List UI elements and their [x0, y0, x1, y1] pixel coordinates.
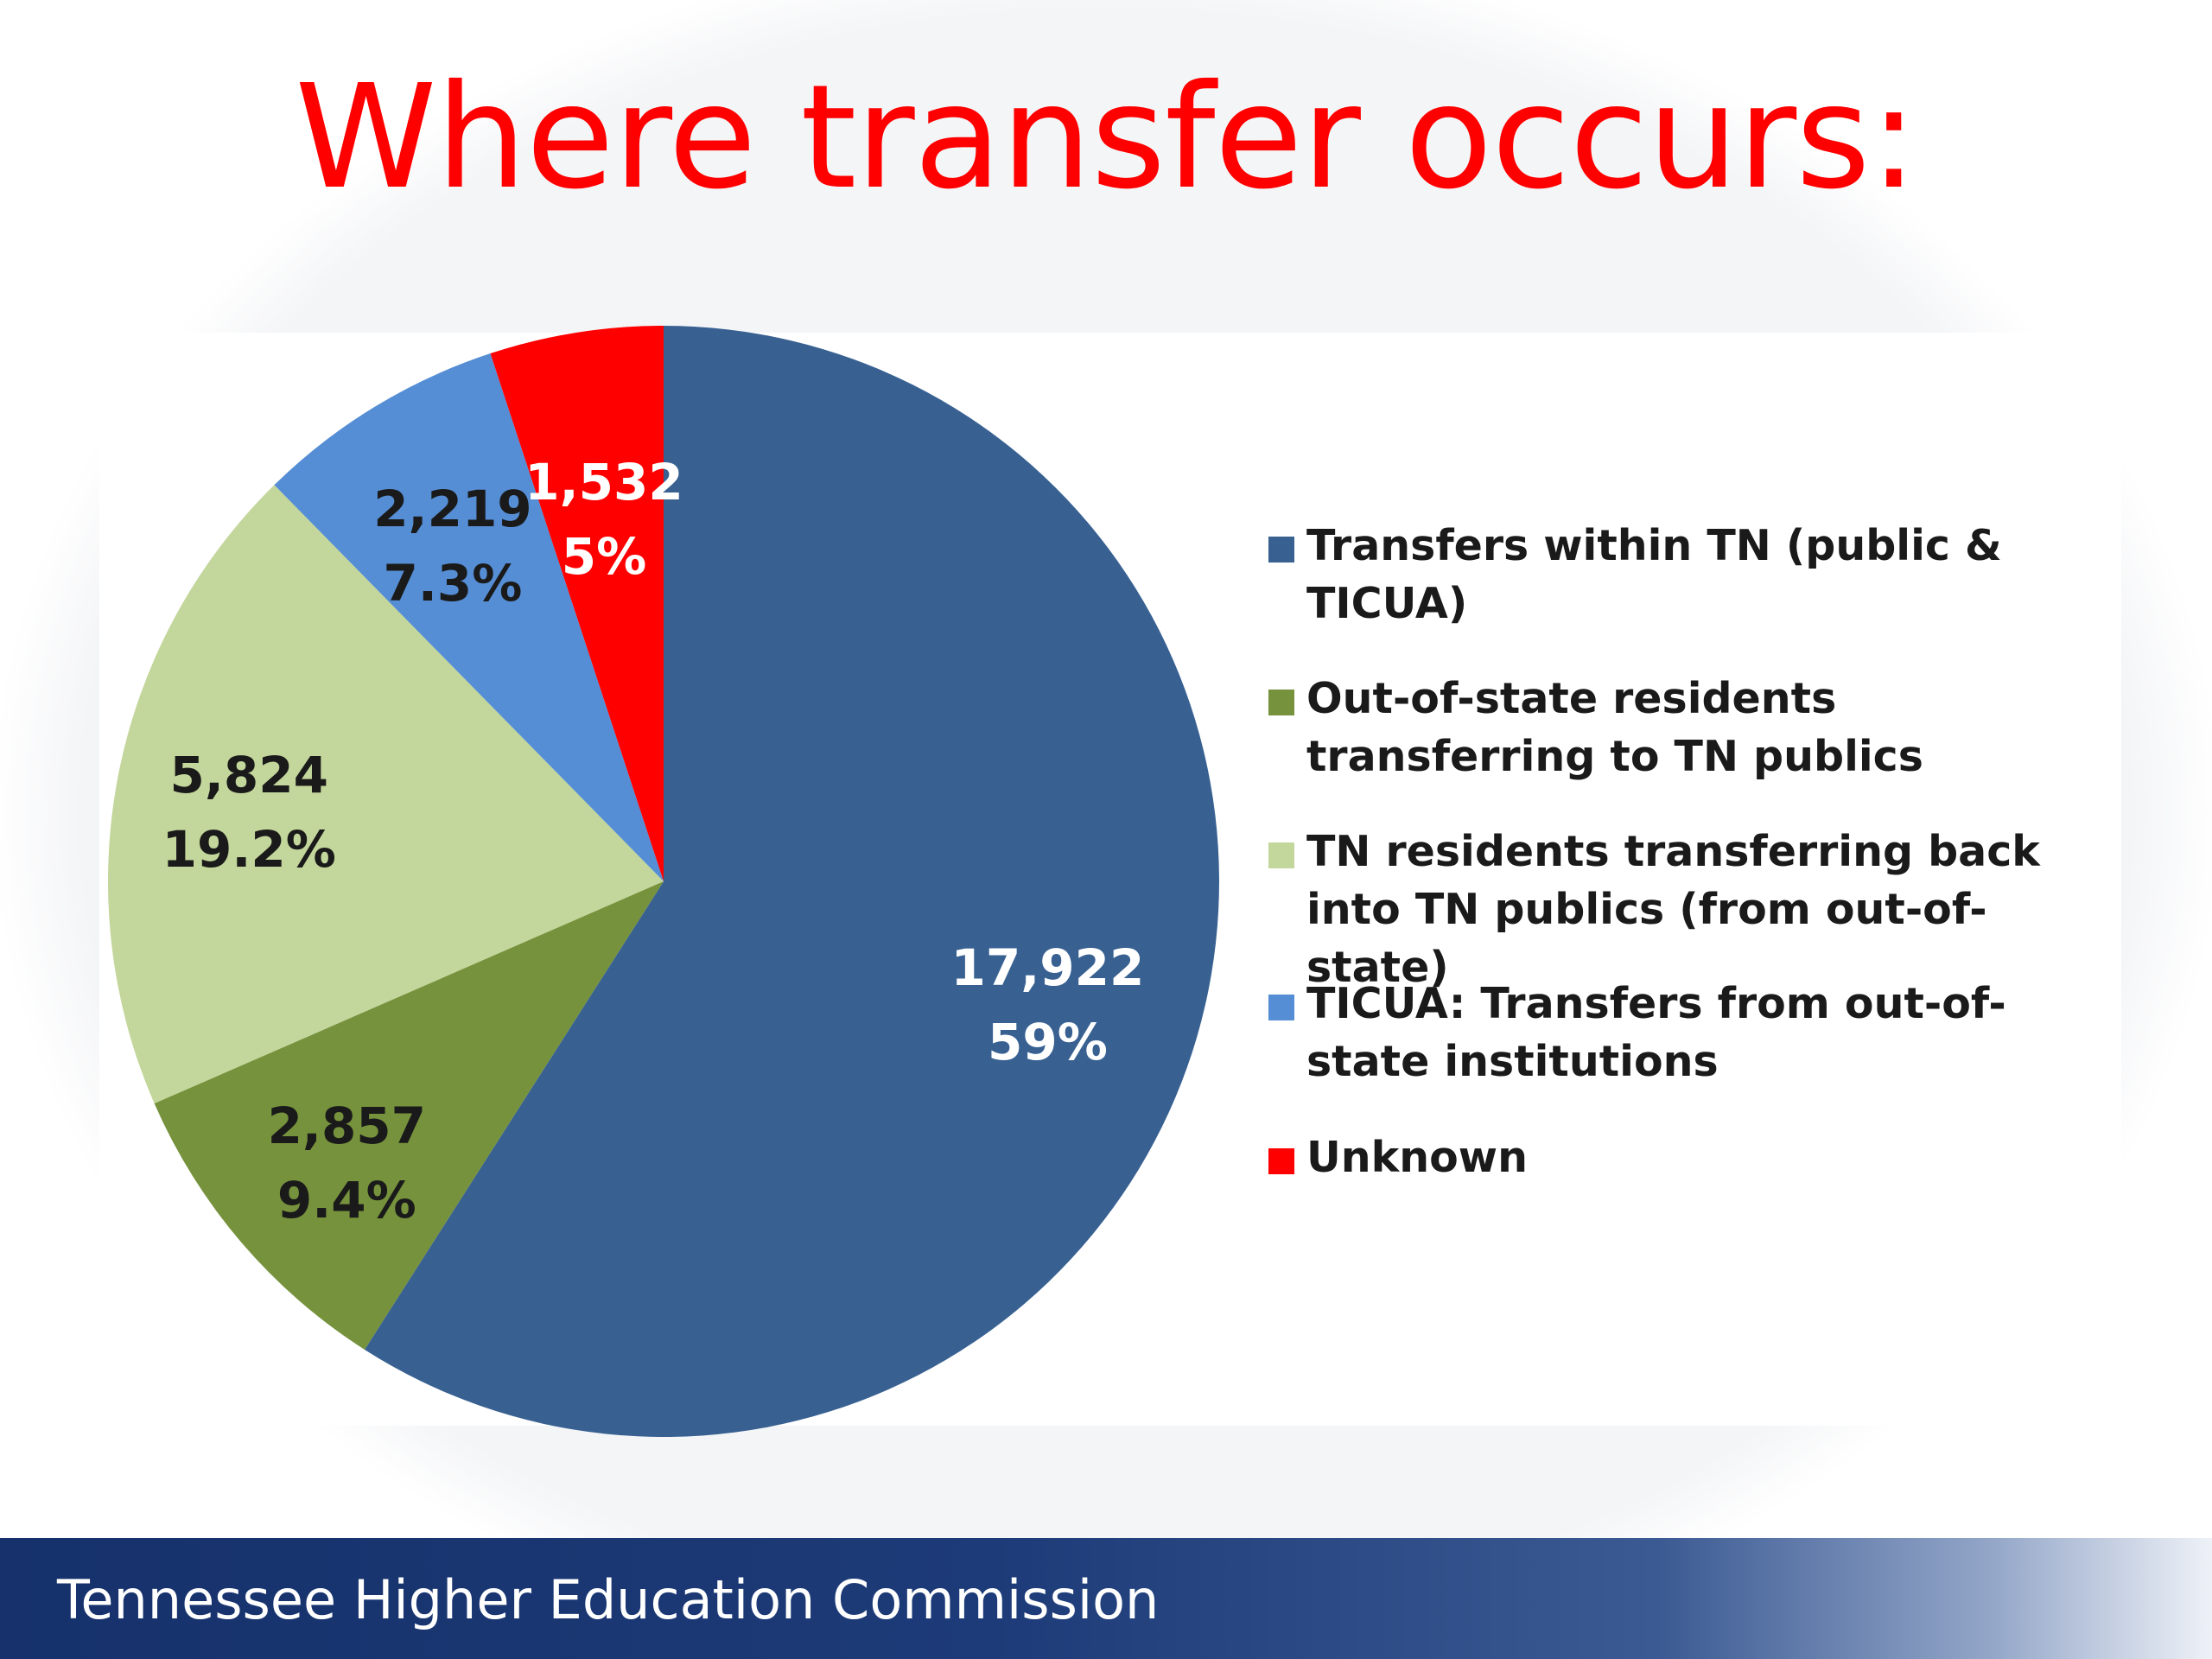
legend-label: Out-of-state residents transferring to T… — [1306, 674, 1923, 781]
legend-swatch — [1268, 537, 1294, 563]
pie-slice-transfers-within-tn — [364, 326, 1219, 1437]
data-label-percent-ticua-out-of-state: 7.3% — [384, 554, 523, 613]
pie-slice-tn-residents-back — [107, 485, 664, 1104]
legend-item-tn-residents-back: TN residents transferring back into TN p… — [1268, 823, 2133, 996]
legend-label: Transfers within TN (public & TICUA) — [1306, 521, 2002, 628]
footer-text: Tennessee Higher Education Commission — [57, 1568, 1160, 1631]
data-label-value-ticua-out-of-state: 2,219 — [373, 480, 531, 538]
page-title: Where transfer occurs: — [295, 54, 1917, 221]
data-label-percent-transfers-within-tn: 59% — [988, 1013, 1108, 1071]
legend-label: TICUA: Transfers from out-of-state insti… — [1306, 979, 2006, 1086]
legend-swatch — [1268, 995, 1294, 1020]
pie-slice-ticua-out-of-state — [274, 353, 664, 881]
data-label-value-unknown: 1,532 — [524, 453, 683, 512]
pie-slice-out-of-state-residents — [154, 881, 664, 1350]
data-label-percent-tn-residents-back: 19.2% — [162, 820, 336, 879]
legend-item-transfers-within-tn: Transfers within TN (public & TICUA) — [1268, 517, 2133, 632]
data-label-value-tn-residents-back: 5,824 — [170, 746, 328, 804]
data-label-value-transfers-within-tn: 17,922 — [950, 938, 1144, 997]
legend-item-out-of-state-residents: Out-of-state residents transferring to T… — [1268, 670, 2133, 785]
legend-label: Unknown — [1306, 1133, 1528, 1182]
legend-item-unknown: Unknown — [1268, 1128, 2133, 1186]
data-label-percent-out-of-state-residents: 9.4% — [277, 1171, 416, 1230]
footer-bar: Tennessee Higher Education Commission — [0, 1538, 2212, 1659]
legend-item-ticua-out-of-state: TICUA: Transfers from out-of-state insti… — [1268, 975, 2133, 1090]
pie-slice-unknown — [490, 326, 664, 881]
data-label-value-out-of-state-residents: 2,857 — [268, 1096, 426, 1155]
data-label-percent-unknown: 5% — [562, 527, 646, 586]
legend-swatch — [1268, 690, 1294, 715]
legend-label: TN residents transferring back into TN p… — [1306, 827, 2040, 992]
legend-swatch — [1268, 842, 1294, 868]
legend-swatch — [1268, 1148, 1294, 1174]
